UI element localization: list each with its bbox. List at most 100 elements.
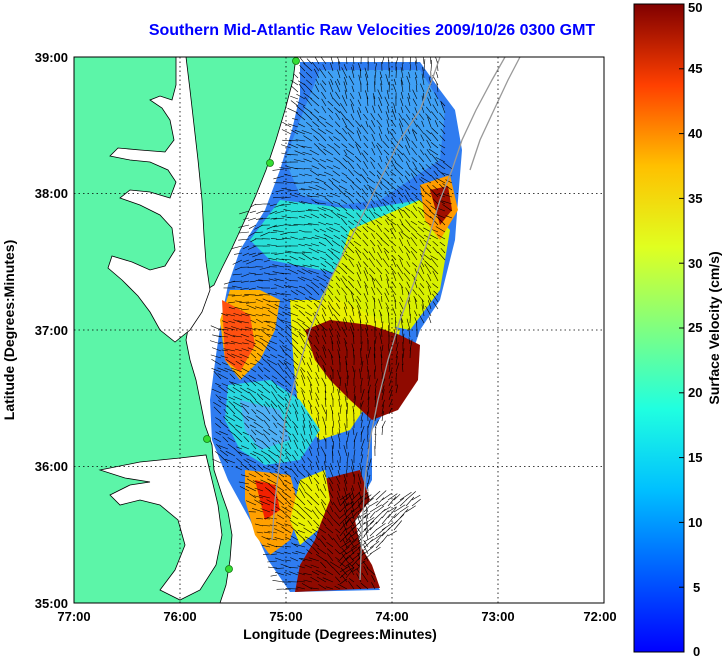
velocity-arrow [373,353,376,366]
velocity-arrow [345,552,354,561]
velocity-arrow [399,505,409,513]
velocity-arrow [258,500,271,506]
velocity-arrow [425,199,432,205]
velocity-arrow [266,224,278,230]
velocity-arrow [428,316,432,324]
velocity-arrow [337,432,341,443]
velocity-arrow [306,284,313,289]
velocity-arrow [355,250,362,261]
velocity-arrow [304,311,313,317]
velocity-arrow [383,149,390,156]
velocity-arrow [300,479,306,485]
velocity-arrow [375,531,385,543]
velocity-arrow [283,360,292,366]
velocity-arrow [409,347,411,359]
velocity-arrow [438,208,446,212]
velocity-arrow [428,234,439,240]
velocity-arrow [345,504,354,513]
velocity-arrow [289,139,299,142]
velocity-arrow [281,161,292,163]
velocity-arrow [305,483,313,492]
velocity-arrow [281,506,292,513]
velocity-arrow [264,374,271,380]
velocity-arrow [331,267,341,275]
velocity-arrow [332,170,341,177]
velocity-arrow [304,511,313,520]
velocity-arrow [332,165,341,170]
velocity-arrow [401,286,404,296]
velocity-arrow [418,287,425,296]
velocity-arrow [285,324,292,331]
velocity-arrow [281,293,292,296]
velocity-arrow [331,341,334,352]
velocity-arrow [425,247,432,254]
velocity-arrow [296,531,306,541]
velocity-arrow [338,428,341,436]
velocity-arrow [290,100,299,107]
velocity-arrow [351,556,362,567]
velocity-arrow [271,391,278,401]
velocity-arrow [336,340,341,352]
velocity-arrow [405,219,411,226]
velocity-arrow [303,579,313,583]
velocity-arrow [313,108,320,114]
velocity-arrow [310,496,320,506]
velocity-arrow [435,162,446,170]
velocity-arrow [346,57,348,65]
velocity-arrow [213,437,222,443]
velocity-arrow [341,287,348,296]
velocity-arrow [390,177,397,184]
velocity-arrow [317,207,327,212]
velocity-arrow [386,278,390,289]
velocity-arrow [436,71,439,79]
velocity-arrow [438,120,446,128]
velocity-arrow [353,449,356,457]
velocity-arrow [356,212,362,219]
velocity-arrow [228,400,236,408]
velocity-arrow [376,287,383,296]
velocity-arrow [376,203,383,212]
velocity-arrow [310,538,320,548]
velocity-arrow [254,487,264,492]
velocity-arrow [318,300,327,310]
velocity-arrow [372,308,376,317]
velocity-arrow [354,246,362,254]
velocity-arrow [336,534,341,541]
velocity-arrow [367,346,371,359]
velocity-arrow [279,339,285,345]
velocity-arrow [294,264,306,268]
velocity-arrow [431,154,439,163]
velocity-arrow [249,210,257,213]
velocity-arrow [301,583,313,590]
y-tick-label: 38:00 [35,186,68,201]
velocity-arrow [418,313,425,324]
velocity-arrow [343,337,348,345]
velocity-arrow [219,421,229,429]
velocity-arrow [399,508,409,519]
velocity-arrow [348,554,355,562]
velocity-arrow [381,385,385,394]
velocity-arrow [212,458,222,464]
velocity-arrow [346,431,350,443]
velocity-arrow [411,494,421,501]
velocity-arrow [363,113,369,121]
velocity-arrow [353,170,362,177]
velocity-arrow [392,128,397,135]
velocity-arrow [383,247,390,254]
velocity-arrow [384,227,390,233]
velocity-arrow [417,294,425,303]
velocity-arrow [342,318,348,331]
velocity-arrow [290,535,299,541]
velocity-arrow [241,328,250,331]
velocity-arrow [318,584,327,590]
velocity-arrow [300,433,306,443]
velocity-arrow [238,231,250,234]
velocity-arrow [427,273,432,282]
velocity-arrow [219,431,229,436]
velocity-arrow [392,294,397,303]
velocity-arrow [284,449,292,457]
velocity-arrow [393,504,406,513]
velocity-arrow [389,204,397,212]
velocity-arrow [425,106,432,114]
velocity-arrow [248,272,257,275]
